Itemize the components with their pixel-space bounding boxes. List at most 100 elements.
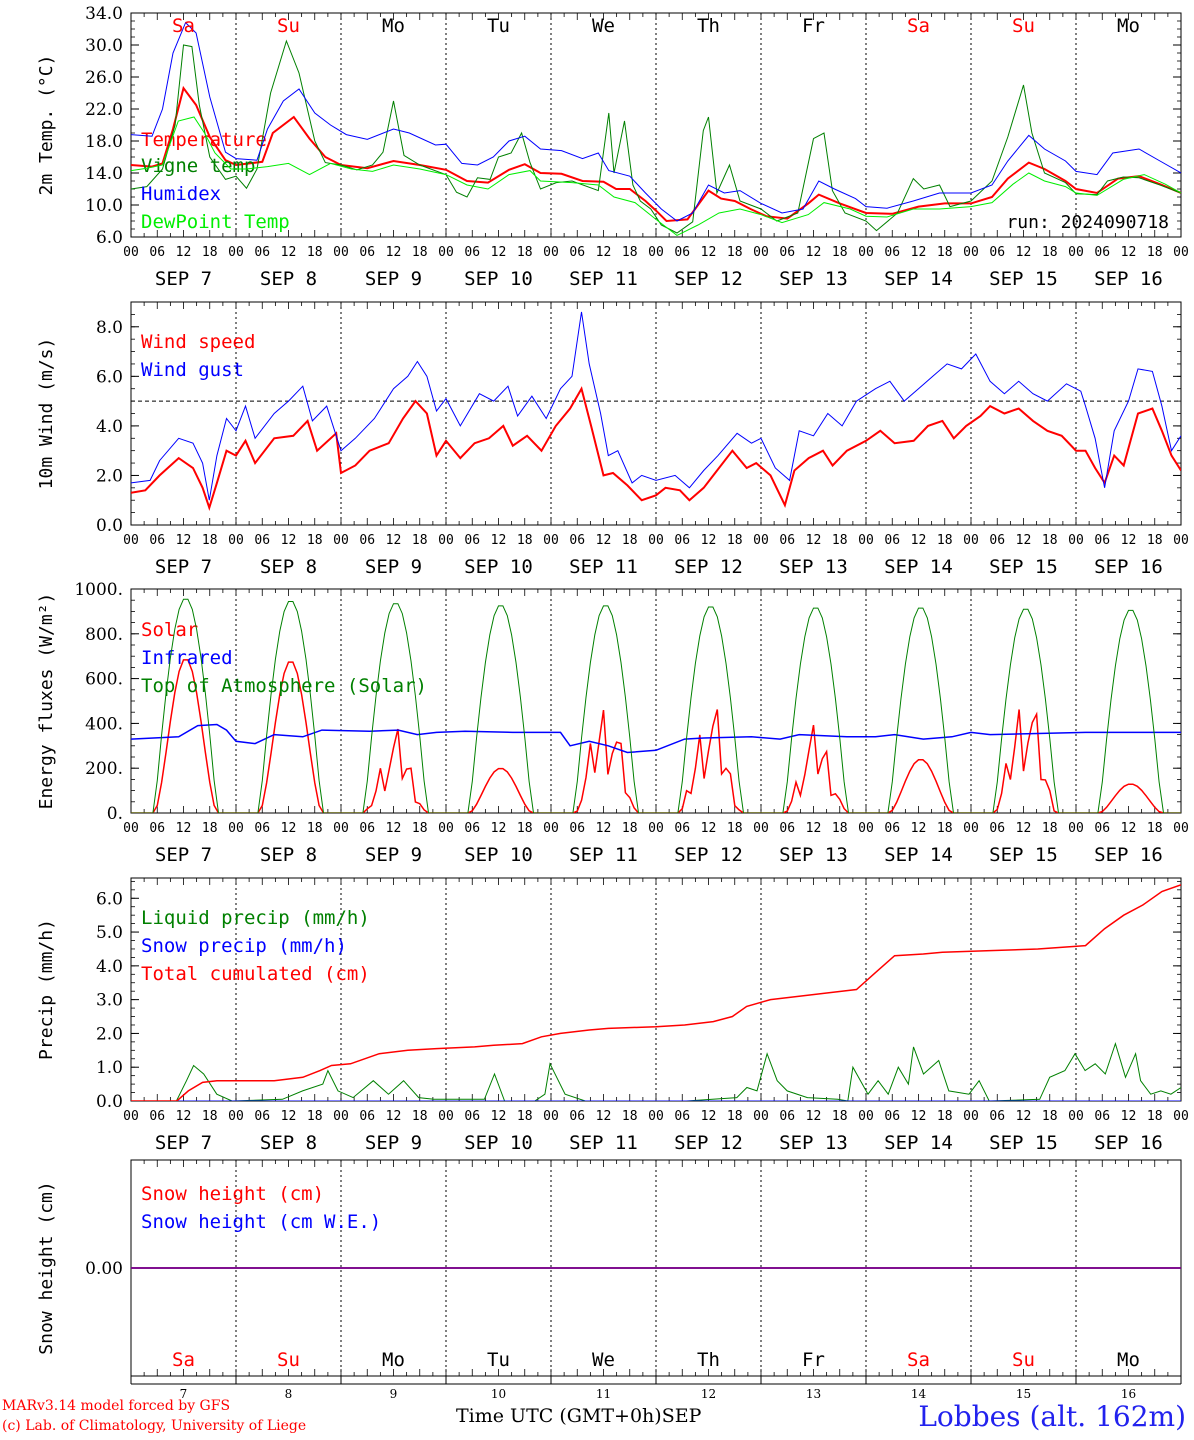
wind-date-label: SEP 11	[569, 556, 638, 578]
precip-hour-label: 06	[989, 1109, 1005, 1124]
precip-hour-label: 18	[517, 1109, 533, 1124]
energy-hour-label: 12	[806, 821, 822, 836]
weekday-label-bottom: Su	[277, 1349, 300, 1371]
energy-hour-label: 12	[701, 821, 717, 836]
temp-hour-label: 00	[1068, 245, 1084, 260]
energy-hour-label: 12	[386, 821, 402, 836]
temp-ytick-label: 14.0	[85, 164, 123, 184]
day-number-label: 15	[1016, 1387, 1031, 1401]
energy-hour-label: 00	[333, 821, 349, 836]
precip-hour-label: 18	[832, 1109, 848, 1124]
energy-hour-label: 00	[228, 821, 244, 836]
energy-date-label: SEP 15	[989, 844, 1058, 866]
energy-ytick-label: 0.	[107, 804, 123, 824]
precip-hour-label: 06	[464, 1109, 480, 1124]
temp-hour-label: 12	[386, 245, 402, 260]
wind-ytick-label: 6.0	[96, 367, 123, 387]
wind-hour-label: 12	[911, 533, 927, 548]
wind-legend-0: Wind speed	[141, 331, 255, 353]
wind-legend-1: Wind gust	[141, 359, 244, 381]
energy-ytick-label: 800.	[85, 625, 123, 645]
wind-date-label: SEP 7	[155, 556, 212, 578]
temp-legend-2: Humidex	[141, 183, 221, 205]
energy-hour-label: 06	[254, 821, 270, 836]
temp-hour-label: 18	[1147, 245, 1163, 260]
precip-hour-label: 00	[228, 1109, 244, 1124]
precip-hour-label: 18	[727, 1109, 743, 1124]
temp-hour-label: 06	[254, 245, 270, 260]
energy-ylabel: Energy fluxes (W/m²)	[36, 593, 57, 810]
energy-ytick-label: 600.	[85, 670, 123, 690]
energy-legend-0: Solar	[141, 619, 198, 641]
temp-date-label: SEP 10	[464, 268, 533, 290]
temp-ytick-label: 26.0	[85, 68, 123, 88]
precip-hour-label: 00	[543, 1109, 559, 1124]
temp-hour-label: 12	[176, 245, 192, 260]
precip-ytick-label: 6.0	[96, 889, 123, 909]
wind-hour-label: 00	[753, 533, 769, 548]
wind-hour-label: 00	[333, 533, 349, 548]
wind-hour-label: 06	[569, 533, 585, 548]
temp-legend-3: DewPoint Temp	[141, 211, 290, 233]
wind-hour-label: 00	[858, 533, 874, 548]
energy-hour-label: 18	[307, 821, 323, 836]
time-axis-label: Time UTC (GMT+0h)SEP	[456, 1405, 702, 1427]
energy-series-top-of-atmosphere-solar-	[131, 598, 1181, 813]
energy-hour-label: 00	[963, 821, 979, 836]
precip-legend-2: Total cumulated (cm)	[141, 963, 370, 985]
run-label: run: 2024090718	[1006, 212, 1169, 233]
wind-hour-label: 06	[464, 533, 480, 548]
precip-ytick-label: 1.0	[96, 1058, 123, 1078]
wind-hour-label: 12	[1016, 533, 1032, 548]
snow-ylabel: Snow height (cm)	[36, 1181, 57, 1354]
precip-hour-label: 00	[858, 1109, 874, 1124]
temp-hour-label: 18	[307, 245, 323, 260]
precip-ytick-label: 4.0	[96, 957, 123, 977]
temp-hour-label: 12	[911, 245, 927, 260]
precip-hour-label: 18	[1147, 1109, 1163, 1124]
model-credit: MARv3.14 model forced by GFS	[2, 1398, 231, 1414]
precip-date-label: SEP 14	[884, 1132, 953, 1154]
wind-hour-label: 06	[884, 533, 900, 548]
precip-hour-label: 06	[1094, 1109, 1110, 1124]
precip-hour-label: 00	[963, 1109, 979, 1124]
precip-hour-label: 18	[1042, 1109, 1058, 1124]
energy-hour-label: 00	[753, 821, 769, 836]
temp-hour-label: 00	[123, 245, 139, 260]
precip-hour-label: 12	[386, 1109, 402, 1124]
energy-hour-label: 18	[412, 821, 428, 836]
temp-hour-label: 00	[648, 245, 664, 260]
temp-date-label: SEP 15	[989, 268, 1058, 290]
temp-ytick-label: 6.0	[96, 228, 123, 248]
wind-hour-label: 00	[123, 533, 139, 548]
energy-hour-label: 00	[858, 821, 874, 836]
energy-hour-label: 06	[884, 821, 900, 836]
energy-date-label: SEP 10	[464, 844, 533, 866]
energy-hour-label: 06	[1094, 821, 1110, 836]
wind-hour-label: 06	[1094, 533, 1110, 548]
precip-date-label: SEP 8	[260, 1132, 317, 1154]
temp-hour-label: 00	[438, 245, 454, 260]
energy-date-label: SEP 7	[155, 844, 212, 866]
temp-date-label: SEP 9	[365, 268, 422, 290]
precip-legend-0: Liquid precip (mm/h)	[141, 907, 370, 929]
energy-ytick-label: 200.	[85, 759, 123, 779]
temp-ytick-label: 30.0	[85, 36, 123, 56]
weekday-label-bottom: Fr	[802, 1349, 825, 1371]
day-number-label: 14	[911, 1387, 927, 1401]
wind-hour-label: 00	[1173, 533, 1189, 548]
energy-hour-label: 06	[569, 821, 585, 836]
energy-hour-label: 18	[1042, 821, 1058, 836]
wind-hour-label: 18	[622, 533, 638, 548]
lab-credit: (c) Lab. of Climatology, University of L…	[2, 1418, 307, 1434]
wind-date-label: SEP 9	[365, 556, 422, 578]
precip-legend-1: Snow precip (mm/h)	[141, 935, 347, 957]
energy-hour-label: 12	[911, 821, 927, 836]
energy-hour-label: 00	[438, 821, 454, 836]
weekday-label-top: Th	[697, 15, 720, 37]
energy-ytick-label: 400.	[85, 714, 123, 734]
energy-hour-label: 06	[779, 821, 795, 836]
wind-hour-label: 12	[596, 533, 612, 548]
weekday-label-top: Su	[277, 15, 300, 37]
energy-hour-label: 06	[149, 821, 165, 836]
